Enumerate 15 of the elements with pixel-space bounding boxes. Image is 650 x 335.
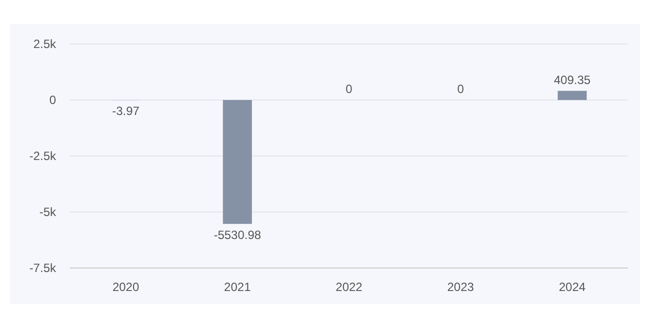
data-label: -5530.98 bbox=[214, 228, 262, 242]
x-tick-label: 2022 bbox=[336, 280, 363, 294]
data-label: 409.35 bbox=[554, 72, 591, 87]
x-tick-label: 2024 bbox=[558, 280, 586, 294]
x-tick-label: 2023 bbox=[447, 280, 474, 294]
data-label: 0 bbox=[457, 82, 464, 96]
y-tick-label: -2.5k bbox=[29, 149, 57, 163]
y-tick-label: 2.5k bbox=[33, 37, 57, 51]
data-label: -3.97 bbox=[112, 104, 140, 118]
data-label: 0 bbox=[346, 82, 353, 96]
x-tick-label: 2020 bbox=[112, 280, 140, 294]
x-tick-label: 2021 bbox=[224, 280, 252, 294]
y-tick-label: 0 bbox=[49, 93, 56, 107]
y-tick-label: -5k bbox=[39, 205, 57, 219]
y-tick-label: -7.5k bbox=[29, 261, 57, 275]
